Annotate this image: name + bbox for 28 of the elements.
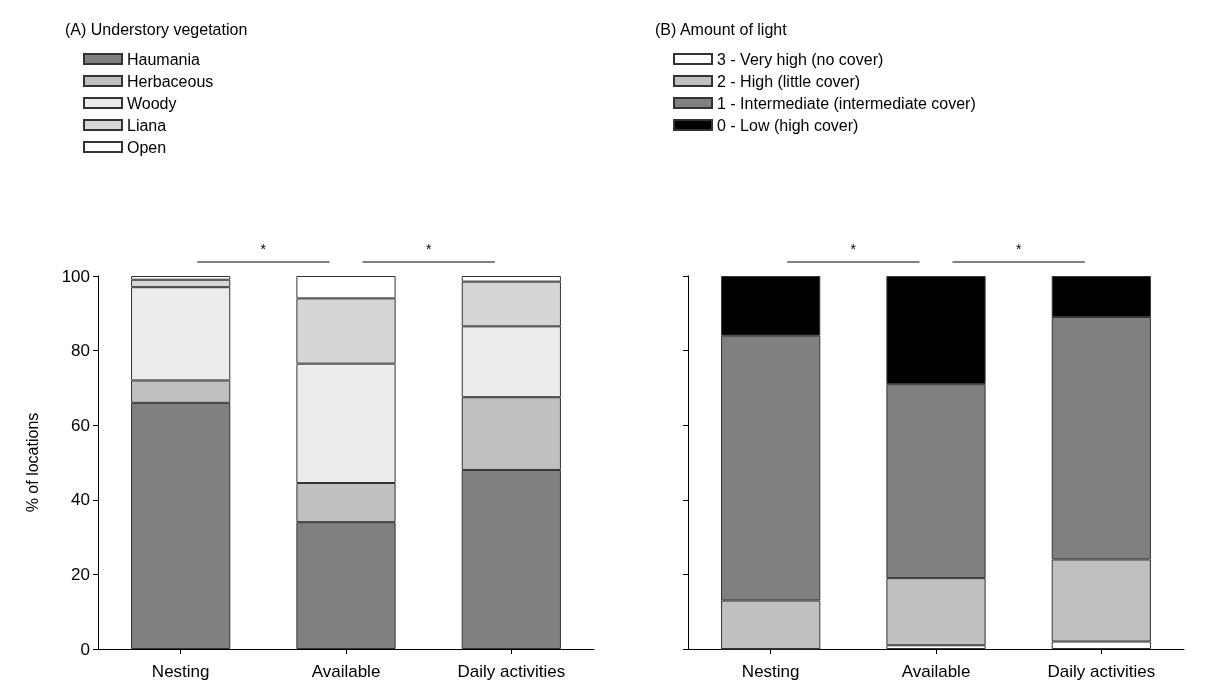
- x-tick-label: Available: [901, 662, 971, 681]
- legend-label: Haumania: [127, 50, 201, 68]
- y-tick-label: 20: [71, 564, 90, 584]
- x-tick-label: Daily activities: [1047, 662, 1156, 681]
- legend-label: Liana: [127, 116, 167, 134]
- legend-label: 2 - High (little cover): [717, 72, 861, 90]
- x-tick-label: Nesting: [741, 662, 800, 681]
- legend-label: 3 - Very high (no cover): [717, 50, 884, 68]
- x-tick-label: Daily activities: [457, 662, 566, 681]
- chart-title: (A) Understory vegetation: [65, 20, 248, 38]
- legend-label: Open: [127, 138, 167, 156]
- chart-title: (B) Amount of light: [655, 20, 788, 38]
- legend-label: Herbaceous: [127, 72, 214, 90]
- legend-label: 1 - Intermediate (intermediate cover): [717, 94, 976, 112]
- y-tick-label: 40: [71, 490, 90, 510]
- x-tick-label: Available: [311, 662, 381, 681]
- text: *: [425, 241, 432, 257]
- x-tick-label: Nesting: [151, 662, 210, 681]
- y-tick-label: 100: [61, 266, 90, 286]
- text: *: [850, 241, 857, 257]
- legend-label: Woody: [127, 94, 177, 112]
- y-tick-label: 0: [80, 639, 90, 659]
- text: *: [260, 241, 267, 257]
- legend-label: 0 - Low (high cover): [717, 116, 859, 134]
- y-tick-label: 80: [71, 341, 90, 361]
- text: *: [1015, 241, 1022, 257]
- y-axis-title: % of locations: [23, 412, 41, 513]
- y-tick-label: 60: [71, 415, 90, 435]
